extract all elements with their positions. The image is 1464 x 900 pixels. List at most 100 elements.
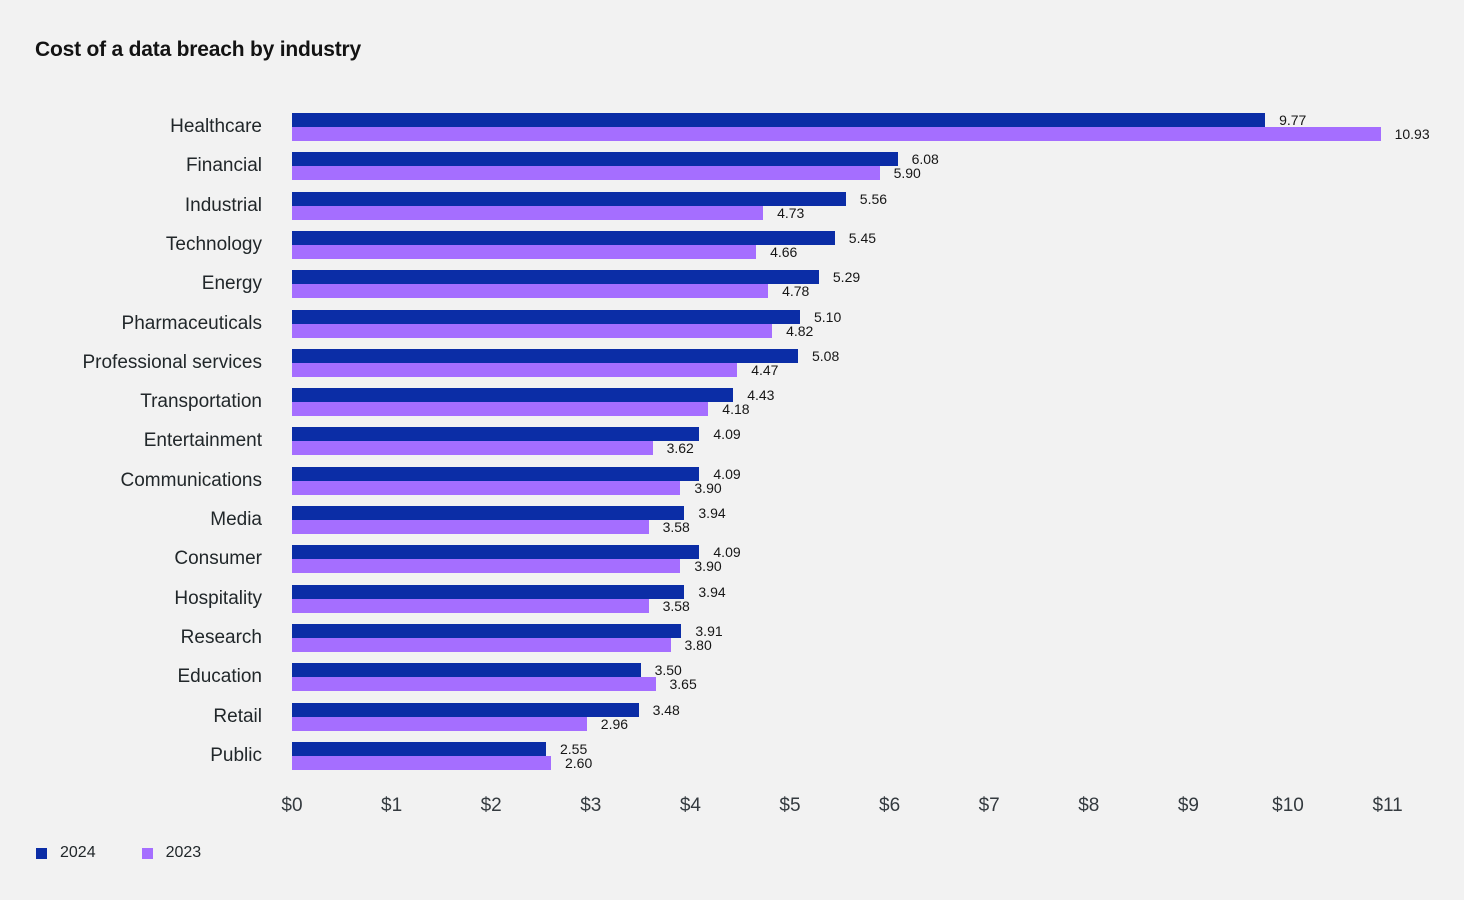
bar-2024 — [292, 466, 700, 481]
chart-row: Retail 3.48 2.96 — [0, 700, 1464, 739]
bar-2024 — [292, 427, 700, 442]
value-label-2023: 4.73 — [777, 204, 805, 221]
bar-2024 — [292, 506, 685, 520]
category-label: Energy — [201, 273, 262, 295]
chart-row: Healthcare 9.77 10.93 — [0, 110, 1464, 149]
value-label-2024: 4.43 — [747, 387, 775, 404]
bar-line-2024: 2.55 — [292, 740, 588, 757]
bar-2023 — [292, 480, 681, 495]
chart-row: Research 3.91 3.80 — [0, 621, 1464, 660]
bar-2024 — [292, 584, 685, 599]
value-label-2024: 5.29 — [832, 269, 861, 286]
bar-line-2023: 4.73 — [292, 204, 805, 221]
bar-line-2023: 3.90 — [292, 479, 722, 496]
bar-2023 — [292, 244, 757, 259]
bar-line-2024: 3.94 — [292, 505, 726, 521]
bar-line-2023: 3.65 — [292, 676, 697, 693]
bar-line-2024: 3.94 — [292, 583, 726, 600]
bar-line-2023: 3.62 — [292, 440, 694, 456]
bar-line-2023: 3.58 — [292, 519, 690, 535]
value-label-2024: 5.56 — [859, 190, 888, 207]
bar-2023 — [292, 205, 764, 220]
chart-row: Media 3.94 3.58 — [0, 503, 1464, 542]
chart-row: Pharmaceuticals 5.10 4.82 — [0, 307, 1464, 346]
category-label: Media — [210, 509, 262, 530]
axis-tick-label: $3 — [580, 795, 602, 816]
bar-2024 — [292, 545, 700, 560]
category-label: Industrial — [184, 194, 262, 216]
value-label-2024: 3.94 — [698, 583, 726, 600]
category-label: Research — [180, 626, 262, 648]
category-label: Pharmaceuticals — [121, 312, 262, 334]
chart-row: Education 3.50 3.65 — [0, 660, 1464, 699]
legend-swatch-2024 — [36, 847, 47, 859]
bar-line-2023: 4.82 — [292, 322, 814, 339]
bar-2024 — [292, 309, 800, 324]
chart-row: Entertainment 4.09 3.62 — [0, 424, 1464, 463]
bar-2024 — [292, 230, 835, 245]
axis-tick-label: $10 — [1272, 795, 1304, 816]
category-label: Financial — [185, 155, 262, 177]
category-label: Entertainment — [143, 430, 262, 452]
value-label-2024: 2.55 — [560, 740, 588, 757]
bar-line-2024: 4.43 — [292, 387, 775, 404]
bar-line-2024: 5.10 — [292, 309, 841, 325]
chart-row: Transportation 4.43 4.18 — [0, 385, 1464, 424]
axis-tick-label: $9 — [1177, 795, 1199, 816]
category-label: Consumer — [174, 548, 262, 570]
axis-tick-label: $1 — [381, 795, 403, 816]
value-label-2023: 4.82 — [786, 322, 814, 339]
bar-2023 — [292, 323, 773, 338]
bar-line-2023: 3.80 — [292, 637, 712, 653]
chart-title: Cost of a data breach by industry — [35, 38, 361, 61]
category-label: Technology — [165, 233, 262, 255]
bar-line-2023: 2.96 — [292, 715, 629, 732]
bar-2023 — [292, 637, 671, 652]
bar-line-2024: 4.09 — [292, 544, 741, 560]
bar-line-2024: 3.48 — [292, 701, 680, 718]
value-label-2023: 3.65 — [669, 676, 697, 693]
chart-row: Consumer 4.09 3.90 — [0, 542, 1464, 581]
bar-2024 — [292, 270, 819, 285]
category-label: Transportation — [140, 391, 262, 413]
legend-label: 2023 — [165, 844, 202, 861]
chart-row: Industrial 5.56 4.73 — [0, 189, 1464, 228]
bar-2024 — [292, 348, 798, 363]
axis-tick-label: $5 — [779, 795, 801, 816]
bar-2023 — [292, 441, 653, 456]
bar-2024 — [292, 113, 1266, 127]
legend-swatch-2023 — [141, 847, 153, 859]
value-label-2024: 9.77 — [1279, 112, 1307, 128]
value-label-2023: 2.96 — [600, 715, 629, 732]
axis-tick-label: $0 — [281, 795, 303, 816]
value-label-2023: 4.78 — [782, 283, 810, 300]
bar-line-2023: 10.93 — [292, 126, 1430, 142]
bar-2024 — [292, 191, 846, 206]
value-label-2023: 3.90 — [694, 479, 722, 496]
bar-line-2024: 5.56 — [292, 190, 888, 207]
bar-2024 — [292, 152, 898, 167]
category-label: Retail — [213, 705, 262, 727]
value-label-2023: 4.66 — [770, 243, 798, 260]
category-label: Communications — [120, 469, 263, 491]
bar-line-2024: 9.77 — [292, 112, 1307, 128]
legend-item-2023: 2023 — [141, 844, 202, 862]
value-label-2024: 5.45 — [848, 229, 877, 246]
bar-2023 — [292, 716, 587, 731]
bar-line-2024: 3.91 — [292, 623, 723, 639]
bar-line-2023: 5.90 — [292, 165, 921, 182]
value-label-2023: 5.90 — [893, 165, 921, 182]
value-label-2024: 6.08 — [911, 151, 939, 168]
bar-2024 — [292, 663, 641, 678]
bar-2023 — [292, 127, 1381, 141]
axis-tick-label: $2 — [480, 795, 502, 816]
bar-2023 — [292, 362, 738, 377]
category-label: Healthcare — [170, 116, 262, 137]
bar-2024 — [292, 741, 546, 756]
value-label-2024: 3.48 — [652, 701, 680, 718]
chart-row: Professional services 5.08 4.47 — [0, 346, 1464, 385]
bar-line-2023: 3.90 — [292, 558, 722, 575]
value-label-2023: 3.90 — [694, 558, 722, 575]
bar-2023 — [292, 677, 656, 692]
